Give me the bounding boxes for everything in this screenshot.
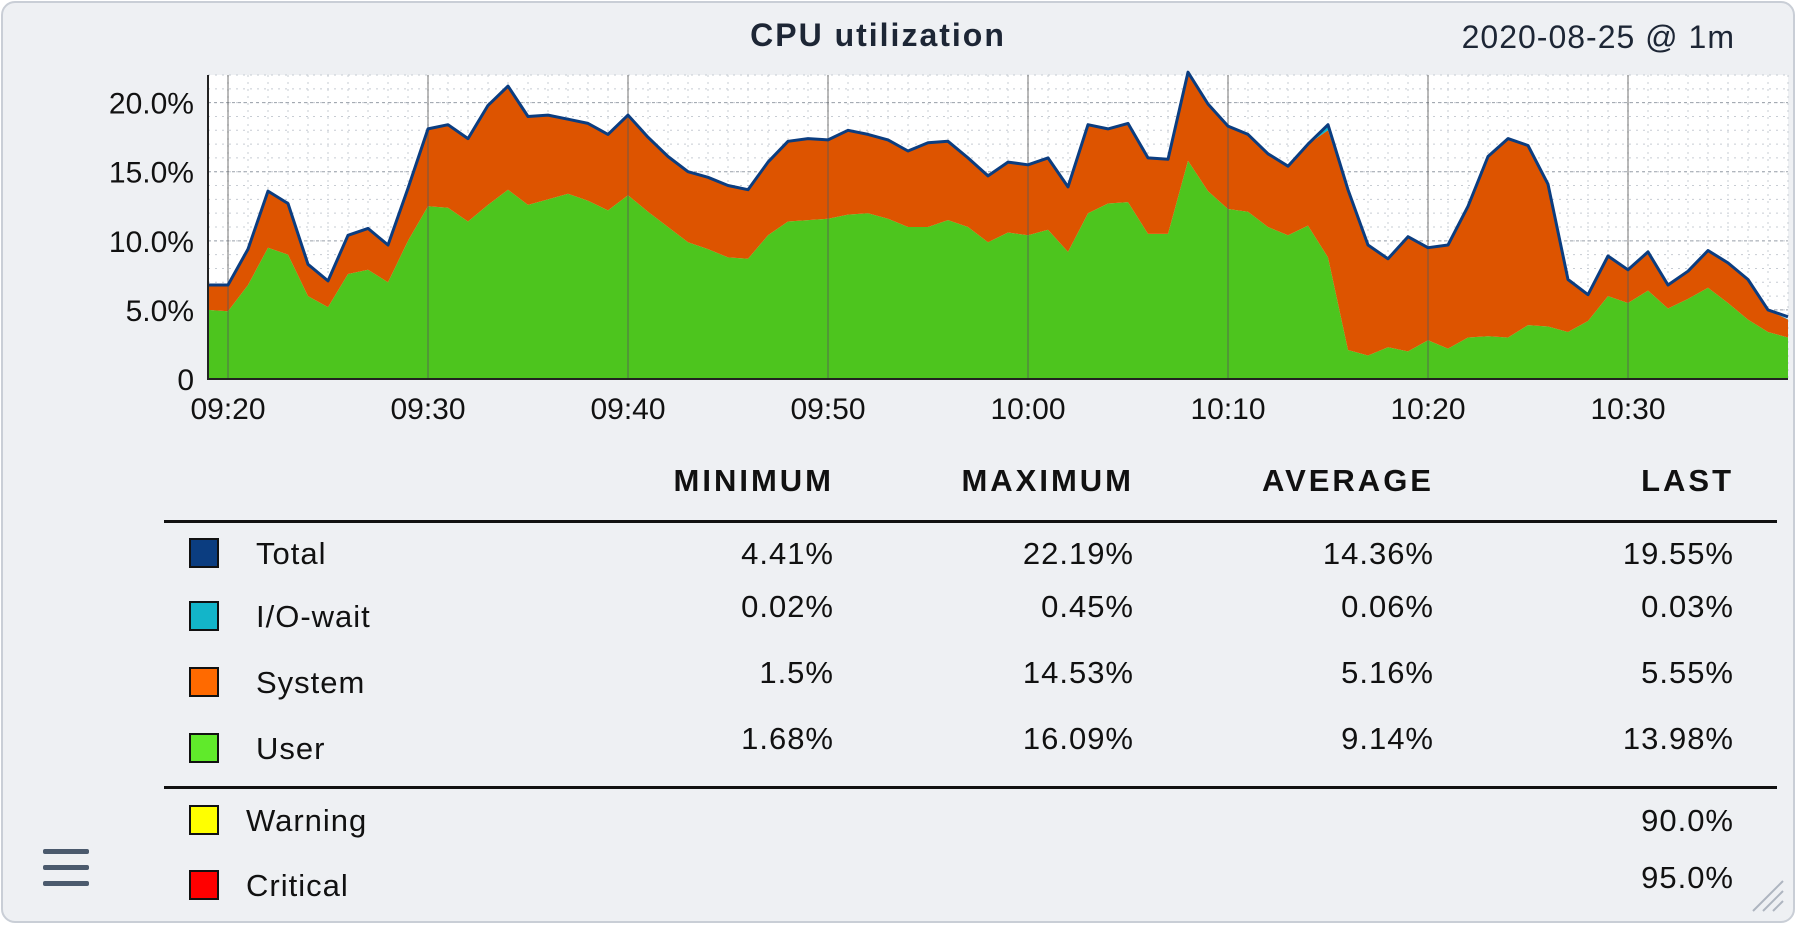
y-tick-label: 5.0% [126,295,194,328]
threshold-row-critical: Critical 95.0% [164,860,1777,910]
user-avg: 9.14% [1341,721,1434,756]
graph-timestamp: 2020-08-25 @ 1m [1461,19,1735,55]
system-min: 1.5% [759,655,834,690]
total-swatch [189,538,219,568]
legend-row-total: Total 4.41% 22.19% 14.36% 19.55% [164,536,1777,586]
iowait-label: I/O-wait [256,599,371,634]
system-avg: 5.16% [1341,655,1434,690]
iowait-avg: 0.06% [1341,589,1434,624]
x-tick-label: 10:30 [1590,393,1665,423]
warning-label: Warning [246,803,368,838]
iowait-max: 0.45% [1041,589,1134,624]
user-last: 13.98% [1622,721,1734,756]
hamburger-menu-icon[interactable] [43,849,89,887]
y-tick-label: 20.0% [109,88,194,121]
threshold-divider [164,786,1777,789]
user-label: User [256,731,326,766]
x-tick-label: 10:10 [1190,393,1265,423]
header-divider [164,520,1777,523]
total-line [208,70,1789,319]
x-tick-label: 10:00 [990,393,1065,423]
y-tick-label: 15.0% [109,157,194,190]
resize-handle-icon[interactable] [1749,877,1785,913]
warning-swatch [189,805,219,835]
header-minimum: MINIMUM [673,463,834,498]
user-max: 16.09% [1022,721,1134,756]
system-swatch [189,667,219,697]
header-maximum: MAXIMUM [961,463,1134,498]
iowait-last: 0.03% [1641,589,1734,624]
graph-title: CPU utilization [750,17,1006,53]
system-area [208,72,1788,356]
warning-value: 90.0% [1641,803,1734,838]
total-last: 19.55% [1622,536,1734,571]
legend-row-system: System 1.5% 14.53% 5.16% 5.55% [164,655,1777,705]
iowait-min: 0.02% [741,589,834,624]
total-avg: 14.36% [1322,536,1434,571]
header-average: AVERAGE [1261,463,1434,498]
iowait-swatch [189,601,219,631]
x-tick-label: 09:40 [590,393,665,423]
cpu-area-chart: 0 5.0% 10.0% 15.0% 20.0% 09:20 09:30 09:40 09:50… [109,70,1789,423]
y-tick-label: 0 [177,364,194,397]
critical-value: 95.0% [1641,860,1734,895]
critical-swatch [189,870,219,900]
user-swatch [189,733,219,763]
x-tick-label: 09:20 [190,393,265,423]
total-max: 22.19% [1022,536,1134,571]
header-last: LAST [1641,463,1734,498]
threshold-row-warning: Warning 90.0% [164,803,1777,853]
x-tick-label: 09:50 [790,393,865,423]
system-max: 14.53% [1022,655,1134,690]
y-tick-label: 10.0% [109,226,194,259]
user-area [208,160,1788,379]
x-tick-label: 10:20 [1390,393,1465,423]
user-min: 1.68% [741,721,834,756]
system-label: System [256,665,366,700]
critical-label: Critical [246,868,349,903]
total-min: 4.41% [741,536,834,571]
x-tick-label: 09:30 [390,393,465,423]
total-label: Total [256,536,327,571]
legend-row-user: User 1.68% 16.09% 9.14% 13.98% [164,721,1777,771]
system-last: 5.55% [1641,655,1734,690]
legend-row-iowait: I/O-wait 0.02% 0.45% 0.06% 0.03% [164,589,1777,639]
